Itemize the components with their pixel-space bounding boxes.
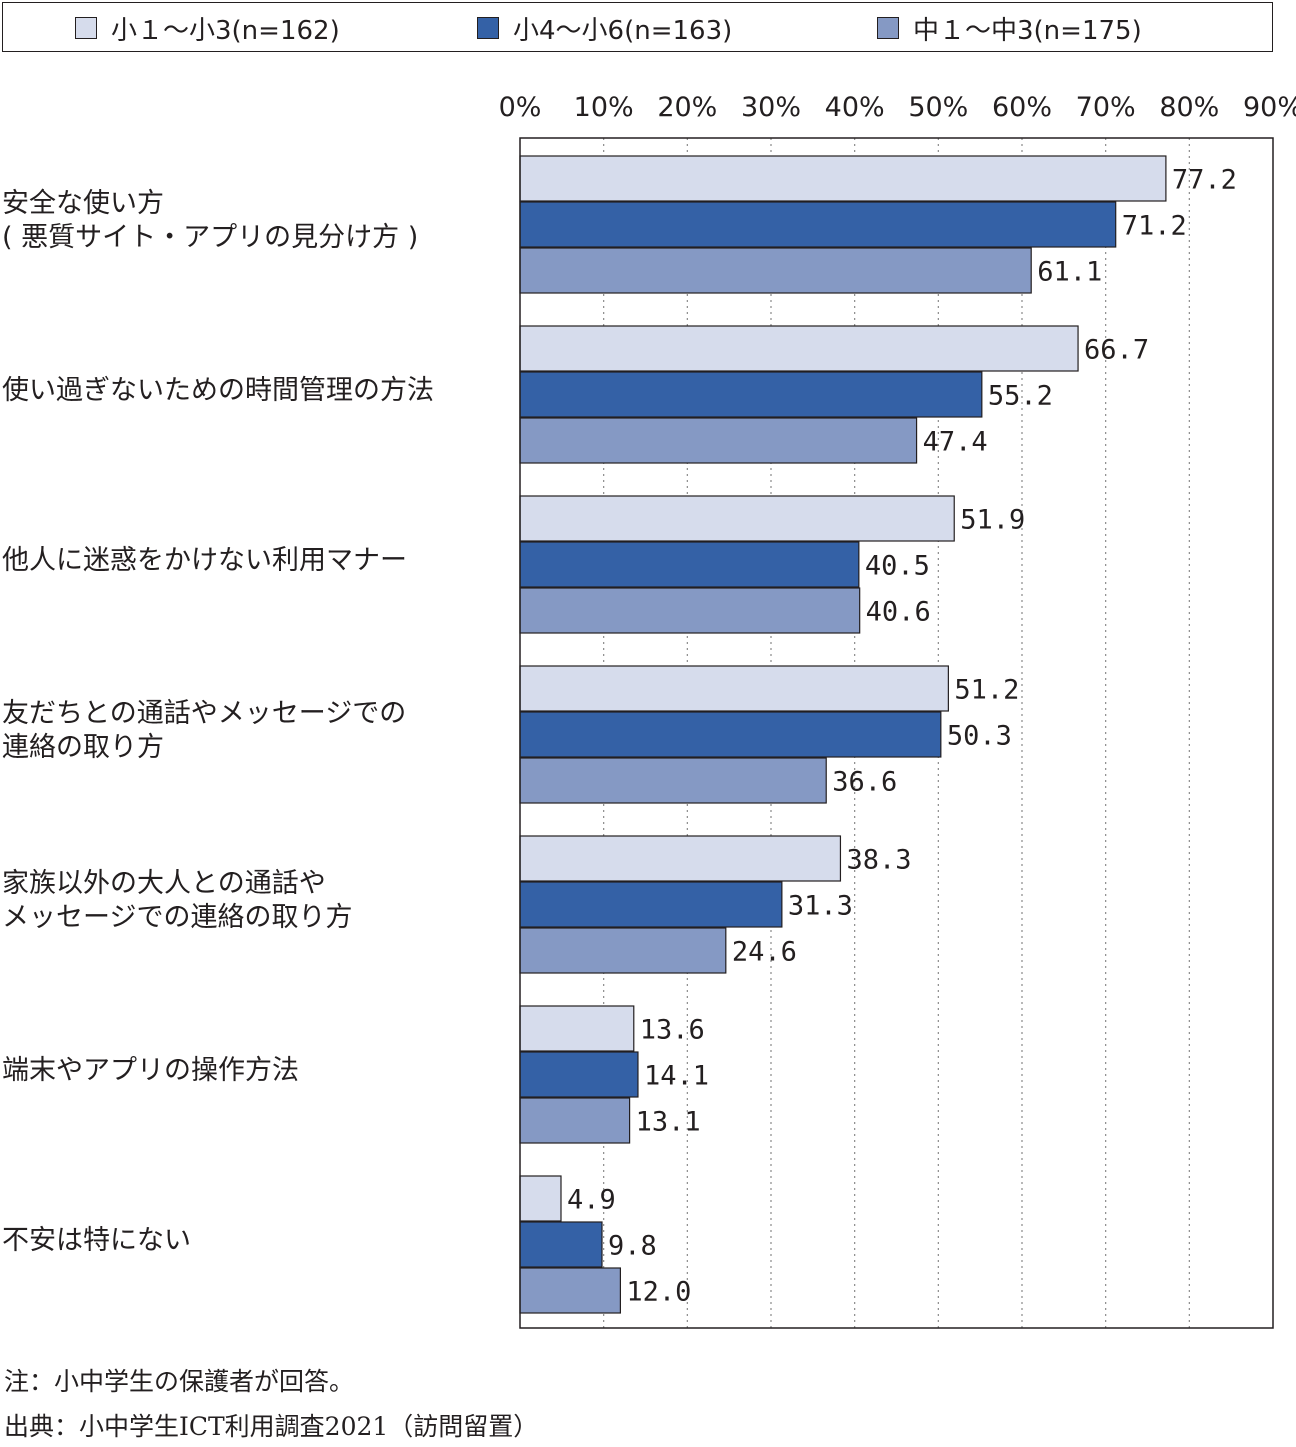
data-label: 38.3 — [846, 845, 911, 876]
data-label: 9.8 — [608, 1231, 657, 1262]
category-label: 家族以外の大人との通話や — [2, 868, 326, 899]
data-label: 50.3 — [947, 721, 1012, 752]
category-label: 不安は特にない — [2, 1225, 191, 1256]
bar — [519, 1051, 639, 1098]
bar — [519, 1175, 562, 1222]
bar — [519, 495, 955, 542]
data-label: 36.6 — [832, 767, 897, 798]
data-label: 51.9 — [960, 505, 1025, 536]
bar — [519, 665, 949, 712]
x-tick-label: 20% — [657, 92, 717, 123]
legend-item-junior-high: 中１～中3(n=175) — [877, 14, 1142, 46]
x-tick-label: 50% — [908, 92, 968, 123]
data-label: 77.2 — [1172, 165, 1237, 196]
data-label: 66.7 — [1084, 335, 1149, 366]
category-label: ( 悪質サイト・アプリの見分け方 ) — [2, 222, 418, 253]
bar — [519, 325, 1079, 372]
data-label: 40.5 — [865, 551, 930, 582]
legend-swatch-lower-elementary — [75, 17, 97, 39]
legend-label-lower-elementary: 小１～小3(n=162) — [111, 15, 340, 46]
bar — [519, 881, 783, 928]
x-tick-label: 70% — [1076, 92, 1136, 123]
bar-chart: 0% 10% 20% 30% 40% 50% 60% 70% 80% 90% 77.2 71.2 61.… — [2, 92, 1296, 1329]
category-label: 友だちとの通話やメッセージでの — [2, 698, 406, 729]
bar — [519, 927, 727, 974]
chart-note: 注：小中学生の保護者が回答。 — [4, 1367, 355, 1396]
bar — [519, 1097, 631, 1144]
plot-frame — [519, 137, 1274, 1329]
legend-label-junior-high: 中１～中3(n=175) — [913, 15, 1142, 46]
category-label: 使い過ぎないための時間管理の方法 — [2, 375, 434, 406]
data-label: 13.6 — [640, 1015, 705, 1046]
category-label: メッセージでの連絡の取り方 — [2, 902, 352, 933]
legend-item-lower-elementary: 小１～小3(n=162) — [75, 14, 340, 46]
x-tick-label: 60% — [992, 92, 1052, 123]
data-label: 61.1 — [1037, 257, 1102, 288]
legend-label-upper-elementary: 小4～小6(n=163) — [513, 15, 733, 46]
category-label: 安全な使い方 — [2, 188, 164, 219]
data-label: 4.9 — [567, 1185, 616, 1216]
x-tick-label: 80% — [1159, 92, 1219, 123]
x-tick-label: 40% — [825, 92, 885, 123]
data-label: 12.0 — [626, 1277, 691, 1308]
bar — [519, 757, 827, 804]
category-label: 他人に迷惑をかけない利用マナー — [2, 545, 407, 576]
chart-legend: 小１～小3(n=162) 小4～小6(n=163) 中１～中3(n=175) — [2, 2, 1273, 52]
x-tick-label: 0% — [499, 92, 542, 123]
chart-source: 出典：小中学生ICT利用調査2021（訪問留置） — [4, 1412, 539, 1441]
data-label: 13.1 — [636, 1107, 701, 1138]
legend-swatch-upper-elementary — [477, 17, 499, 39]
bar — [519, 201, 1117, 248]
x-tick-label: 30% — [741, 92, 801, 123]
data-label: 14.1 — [644, 1061, 709, 1092]
bar — [519, 247, 1032, 294]
data-label: 71.2 — [1122, 211, 1187, 242]
category-label: 連絡の取り方 — [2, 732, 164, 763]
x-tick-label: 10% — [574, 92, 634, 123]
bar — [519, 587, 861, 634]
bar — [519, 1267, 622, 1314]
data-label: 31.3 — [788, 891, 853, 922]
bar — [519, 1221, 603, 1268]
data-label: 55.2 — [988, 381, 1053, 412]
bar — [519, 835, 842, 882]
category-label: 端末やアプリの操作方法 — [2, 1055, 299, 1086]
bar — [519, 1005, 635, 1052]
data-label: 51.2 — [954, 675, 1019, 706]
bar — [519, 155, 1167, 202]
bar — [519, 371, 983, 418]
data-label: 24.6 — [732, 937, 797, 968]
legend-item-upper-elementary: 小4～小6(n=163) — [477, 14, 732, 46]
legend-swatch-junior-high — [877, 17, 899, 39]
bar — [519, 541, 860, 588]
data-label: 47.4 — [923, 427, 988, 458]
bar — [519, 711, 942, 758]
data-label: 40.6 — [866, 597, 931, 628]
bar — [519, 417, 918, 464]
x-tick-label: 90% — [1243, 92, 1296, 123]
